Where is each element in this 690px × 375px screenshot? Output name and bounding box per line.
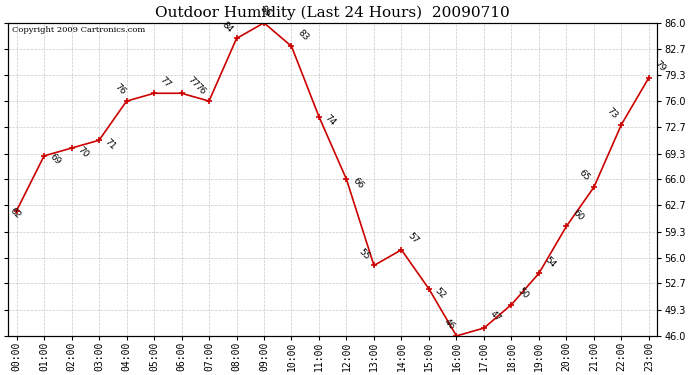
Text: 83: 83 — [296, 28, 310, 42]
Text: 86: 86 — [259, 4, 273, 19]
Text: 62: 62 — [8, 206, 23, 220]
Text: 76: 76 — [112, 82, 127, 97]
Text: 76: 76 — [193, 82, 207, 97]
Text: 50: 50 — [515, 286, 530, 300]
Text: 60: 60 — [571, 208, 585, 222]
Text: 57: 57 — [406, 231, 420, 246]
Text: 71: 71 — [104, 137, 118, 152]
Text: 74: 74 — [323, 114, 337, 128]
Text: 73: 73 — [604, 106, 619, 120]
Text: 69: 69 — [48, 153, 63, 167]
Text: 77: 77 — [186, 75, 200, 89]
Text: 46: 46 — [442, 317, 457, 332]
Text: 79: 79 — [653, 59, 667, 74]
Text: 84: 84 — [220, 20, 235, 34]
Text: 47: 47 — [488, 309, 502, 324]
Title: Outdoor Humidity (Last 24 Hours)  20090710: Outdoor Humidity (Last 24 Hours) 2009071… — [155, 6, 510, 20]
Text: 65: 65 — [578, 168, 592, 183]
Text: 70: 70 — [76, 145, 90, 159]
Text: 54: 54 — [543, 255, 558, 269]
Text: 52: 52 — [433, 286, 448, 300]
Text: 66: 66 — [351, 176, 365, 190]
Text: 77: 77 — [158, 75, 172, 89]
Text: Copyright 2009 Cartronics.com: Copyright 2009 Cartronics.com — [12, 26, 145, 34]
Text: 55: 55 — [357, 247, 372, 261]
